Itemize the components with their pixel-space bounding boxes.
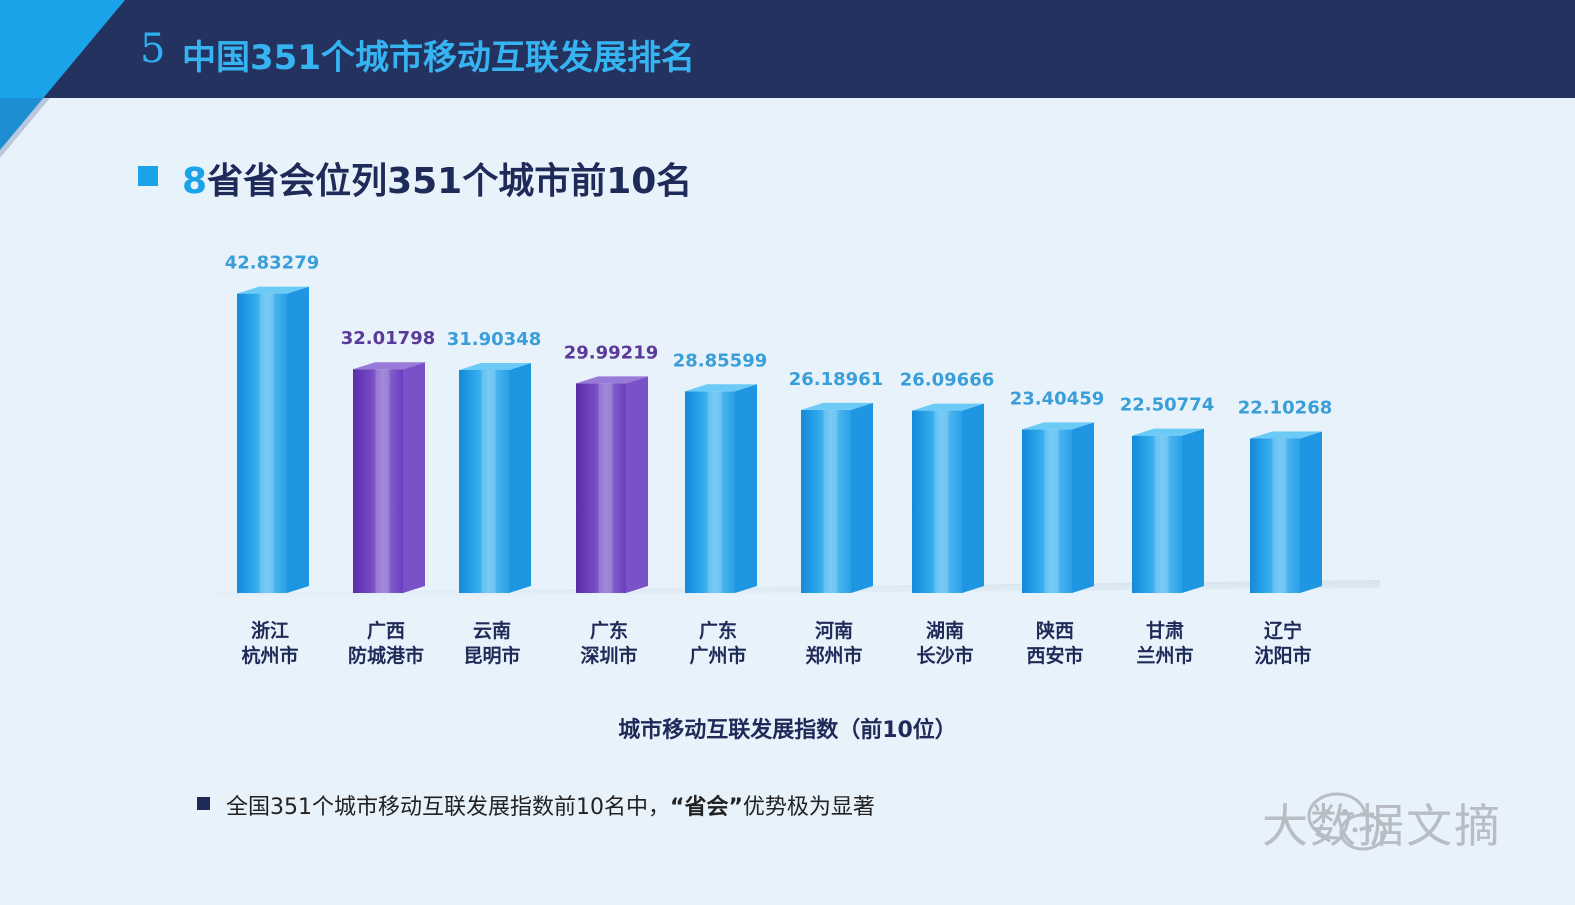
wechat-icon [1307,792,1387,851]
category-label-province: 辽宁 [1264,619,1302,642]
note-prefix: 全国351个城市移动互联发展指数前10名中， [226,795,670,820]
subtitle-accent: 8 [182,161,208,202]
data-label: 32.01798 [341,328,436,349]
bar-top [237,286,309,294]
bar-top [459,362,531,370]
data-label: 26.09666 [900,370,995,391]
bar [576,376,648,593]
bar-side [287,286,309,593]
category-label-province: 浙江 [251,619,289,642]
bar-side [962,403,984,593]
data-label: 23.40459 [1010,388,1105,409]
bar-top [1132,428,1204,436]
bar-top [1022,422,1094,430]
bar-top [685,384,757,392]
bar [237,286,309,593]
bar-side [1300,431,1322,593]
category-label-city: 沈阳市 [1254,644,1311,667]
bar [685,384,757,593]
data-label: 28.85599 [673,350,768,371]
data-label: 29.99219 [564,342,659,363]
bar-highlight [823,409,838,593]
bar-highlight [1044,429,1059,593]
bar-highlight [707,391,722,593]
category-label-province: 云南 [473,620,511,642]
corner-shadow [0,98,50,158]
data-label: 22.10268 [1238,398,1333,419]
category-label-city: 深圳市 [580,644,637,667]
bar-highlight [1154,435,1169,593]
bar-highlight [598,383,613,593]
bar-highlight [259,293,274,593]
header-bar [0,0,1575,98]
data-label: 26.18961 [789,369,884,390]
note-suffix: 优势极为显著 [742,795,875,820]
bar-side [509,362,531,593]
category-label-city: 广州市 [689,644,746,667]
subtitle-bullet [138,166,158,186]
bar-side [1072,422,1094,593]
category-label-province: 河南 [815,620,853,642]
bar [459,362,531,593]
bar-side [735,384,757,593]
bar-top [576,376,648,384]
category-label-province: 广东 [699,619,737,642]
bar [801,402,873,593]
category-label-province: 广西 [367,619,405,642]
bar-front [459,369,509,593]
bar-top [912,403,984,411]
footnote: 全国351个城市移动互联发展指数前10名中，“省会”优势极为显著 [226,789,875,821]
category-label-city: 长沙市 [916,644,973,667]
bar [1250,431,1322,593]
bar-highlight [375,369,390,593]
corner-accent [0,0,125,150]
note-bullet [197,797,210,810]
category-label-province: 甘肃 [1146,619,1184,642]
bar-front [1132,435,1182,593]
chart-title: 8省省会位列351个城市前10名 [182,152,692,204]
category-label-city: 防城港市 [348,644,424,667]
subtitle-rest: 省省会位列351个城市前10名 [207,161,693,202]
bar-highlight [934,410,949,593]
data-label: 42.83279 [225,253,320,274]
category-label-province: 湖南 [926,620,964,642]
bar-front [685,391,735,593]
bar-front [237,293,287,593]
bar-front [353,369,403,593]
bar [353,362,425,593]
category-label-city: 昆明市 [463,644,520,667]
section-number: 5 [140,26,166,72]
category-label-city: 杭州市 [241,644,298,667]
bar [1022,422,1094,593]
category-label-city: 西安市 [1026,644,1083,667]
bar-top [801,402,873,410]
category-label-city: 郑州市 [805,644,862,667]
bar-front [576,383,626,593]
bar-highlight [1272,438,1287,593]
page-title: 中国351个城市移动互联发展排名 [182,38,695,78]
category-label-province: 广东 [590,619,628,642]
bar-side [626,376,648,593]
data-label: 22.50774 [1120,395,1215,416]
bar [1132,428,1204,593]
bar-side [403,362,425,593]
bar-front [1250,438,1300,593]
category-label-city: 兰州市 [1136,644,1193,667]
bar-top [1250,431,1322,439]
bar-highlight [481,369,496,593]
bar-front [801,409,851,593]
category-label-province: 陕西 [1036,619,1074,642]
bar-side [1182,428,1204,593]
bar-front [912,410,962,593]
bar-front [1022,429,1072,593]
bar-side [851,402,873,593]
note-bold: “省会” [670,795,743,820]
bar-top [353,362,425,370]
data-label: 31.90348 [447,329,542,350]
bar [912,403,984,593]
watermark-text: 大数据文摘 [1262,799,1502,853]
x-axis-label: 城市移动互联发展指数（前10位） [618,718,957,743]
